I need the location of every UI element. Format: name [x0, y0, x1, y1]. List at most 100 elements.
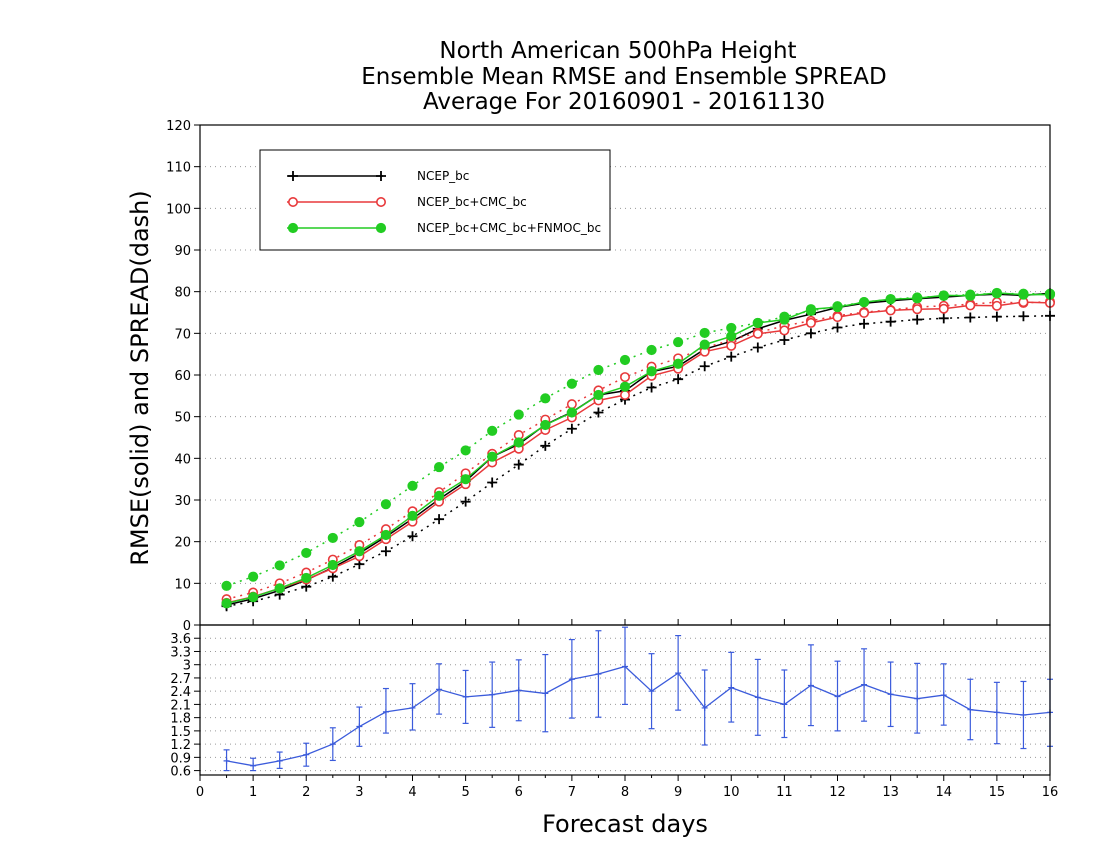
rmse-point: [380, 529, 392, 541]
rmse-point: [805, 304, 817, 315]
spread-point: [646, 344, 657, 356]
difference-point: [728, 684, 735, 691]
rmse-point: [619, 381, 631, 392]
top-y-axis: 0 10 20 30 40 50 60 70 80 90 100 110 120: [166, 119, 200, 634]
title-line-1: North American 500hPa Height: [439, 38, 796, 64]
rmse-point: [619, 389, 630, 400]
y-tick-label: 2.4: [170, 685, 191, 700]
rmse-point: [752, 317, 763, 329]
difference-point: [622, 663, 628, 670]
difference-point: [250, 762, 257, 769]
spread-point: [327, 532, 338, 544]
rmse-point: [805, 317, 816, 328]
difference-point: [356, 723, 363, 730]
title-line-2: Ensemble Mean RMSE and Ensemble SPREAD: [361, 64, 886, 90]
x-tick-label: 16: [1042, 785, 1059, 800]
bottom-panel-series: [223, 626, 1053, 772]
spread-point: [991, 311, 1002, 322]
spread-point: [859, 318, 870, 329]
rmse-point: [912, 304, 923, 315]
y-tick-label: 2.7: [170, 672, 191, 687]
rmse-point: [540, 419, 551, 431]
y-tick-label: 100: [166, 202, 191, 217]
x-tick-label: 6: [515, 785, 523, 800]
y-tick-label: 3: [183, 659, 191, 674]
spread-point: [619, 372, 630, 383]
y-tick-label: 1.5: [170, 725, 191, 740]
x-tick-label: 1: [249, 785, 257, 800]
legend: NCEP_bc NCEP_bc+CMC_bc NCEP_bc+CMC_bc+FNMO…: [259, 149, 611, 251]
rmse-point: [965, 300, 976, 311]
spread-point: [593, 364, 604, 376]
y-tick-label: 90: [174, 244, 191, 259]
x-axis: 0 1 2 3 4 5 6 7 8 9 10 11 12 13 14 15 16: [196, 619, 1058, 800]
rmse-point: [991, 287, 1002, 299]
y-axis-title: RMSE(solid) and SPREAD(dash): [126, 190, 154, 566]
rmse-point: [965, 290, 976, 301]
rmse-point: [327, 559, 338, 571]
spread-point: [513, 459, 524, 470]
spread-point: [460, 496, 471, 507]
legend-box: [259, 149, 611, 251]
difference-point: [1020, 712, 1027, 718]
spread-point: [434, 514, 445, 525]
legend-marker: [375, 197, 386, 208]
difference-point: [223, 757, 230, 764]
rmse-point: [991, 300, 1002, 311]
y-tick-label: 40: [174, 452, 191, 467]
rmse-point: [566, 407, 577, 418]
x-tick-label: 3: [355, 785, 363, 800]
difference-point: [861, 681, 868, 688]
x-axis-title: Forecast days: [542, 810, 708, 838]
rmse-point: [938, 290, 949, 301]
spread-point: [566, 423, 577, 434]
spread-point: [593, 407, 604, 418]
rmse-point: [274, 583, 285, 594]
spread-point: [673, 336, 684, 348]
difference-point: [276, 757, 283, 764]
spread-point: [938, 313, 949, 324]
difference-point: [595, 670, 602, 677]
rmse-point: [487, 451, 498, 462]
rmse-point: [673, 358, 684, 369]
spread-point: [726, 351, 737, 362]
difference-point: [781, 701, 788, 708]
chart-title: North American 500hPa Height Ensemble Me…: [361, 38, 886, 115]
x-tick-label: 9: [674, 785, 682, 800]
legend-label: NCEP_bc+CMC_bc: [417, 195, 527, 209]
y-tick-label: 0.9: [170, 751, 191, 766]
bottom-y-axis: 0.60.91.21.51.82.12.42.733.33.6: [170, 632, 200, 780]
legend-marker: [287, 197, 298, 208]
rmse-point: [938, 303, 949, 314]
difference-point: [515, 687, 522, 694]
legend-marker: [288, 171, 298, 181]
spread-point: [779, 335, 790, 345]
difference-point: [754, 694, 761, 701]
difference-point: [807, 682, 814, 689]
y-tick-label: 120: [166, 119, 191, 134]
difference-point: [834, 693, 841, 700]
spread-point: [566, 399, 577, 410]
rmse-point: [221, 598, 232, 609]
difference-point: [462, 693, 469, 700]
difference-point: [542, 690, 549, 697]
spread-point: [885, 316, 896, 327]
rmse-point: [859, 307, 870, 318]
rmse-point: [885, 305, 896, 316]
spread-line: [226, 315, 1051, 608]
rmse-point: [779, 325, 790, 336]
spread-point: [380, 499, 392, 510]
difference-point: [436, 686, 443, 693]
spread-point: [566, 378, 577, 389]
rmse-point: [248, 591, 259, 603]
difference-line: [226, 665, 1051, 767]
rmse-point: [912, 293, 923, 304]
spread-point: [407, 480, 418, 491]
y-tick-label: 30: [174, 494, 191, 509]
difference-point: [967, 706, 974, 713]
y-tick-label: 3.6: [170, 632, 191, 647]
spread-point: [380, 546, 391, 557]
spread-point: [487, 425, 498, 436]
rmse-point: [407, 510, 418, 521]
y-tick-label: 1.8: [170, 712, 191, 727]
